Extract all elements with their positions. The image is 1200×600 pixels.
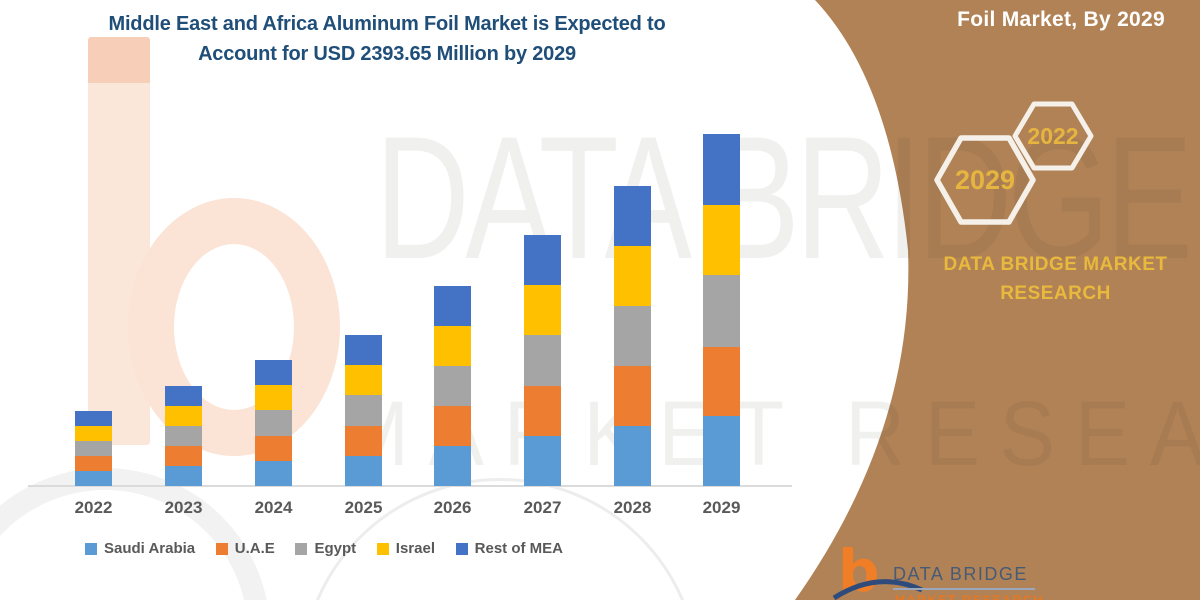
bar-2023-rest-of-mea xyxy=(165,386,202,406)
bar-2026-rest-of-mea xyxy=(434,286,471,326)
bar-2025-egypt xyxy=(345,395,382,426)
bar-2024-saudi-arabia xyxy=(255,460,292,486)
bar-2029-egypt xyxy=(703,274,740,347)
legend-label-egypt: Egypt xyxy=(314,540,357,557)
x-tick-2022: 2022 xyxy=(74,498,113,517)
brand-wordmark-line2: RESEARCH xyxy=(1000,283,1111,304)
legend-item-saudi-arabia: Saudi Arabia xyxy=(85,540,195,557)
chart-title: Middle East and Africa Aluminum Foil Mar… xyxy=(37,9,737,69)
legend-item-u-a-e: U.A.E xyxy=(215,540,275,557)
bar-2028-u-a-e xyxy=(614,366,651,426)
bar-2026-israel xyxy=(434,326,471,366)
x-tick-2026: 2026 xyxy=(433,498,472,517)
bar-2029-u-a-e xyxy=(703,347,740,417)
footer-logo-underline xyxy=(893,588,1035,590)
legend-label-u-a-e: U.A.E xyxy=(234,540,275,557)
bar-2027-saudi-arabia xyxy=(524,435,561,486)
footer-logo-swoosh xyxy=(832,579,924,600)
chart-title-line1: Middle East and Africa Aluminum Foil Mar… xyxy=(108,13,666,35)
hexagon-2022 xyxy=(1012,101,1094,171)
bar-2025-saudi-arabia xyxy=(345,455,382,486)
bar-2028-egypt xyxy=(614,306,651,366)
legend-item-rest-of-mea: Rest of MEA xyxy=(455,540,563,557)
x-tick-2023: 2023 xyxy=(164,498,203,517)
bar-2026-egypt xyxy=(434,366,471,406)
bar-2026-u-a-e xyxy=(434,406,471,446)
x-axis-line xyxy=(28,485,792,487)
bar-2023-u-a-e xyxy=(165,446,202,466)
hexagon-2029 xyxy=(934,135,1036,225)
x-tick-2024: 2024 xyxy=(254,498,293,517)
chart-title-line2: Account for USD 2393.65 Million by 2029 xyxy=(198,43,576,65)
bar-2022-israel xyxy=(75,426,112,441)
x-tick-2027: 2027 xyxy=(523,498,562,517)
bar-2027-egypt xyxy=(524,335,561,386)
bar-2025-u-a-e xyxy=(345,425,382,456)
bar-2028-saudi-arabia xyxy=(614,426,651,486)
brand-wordmark: DATA BRIDGE MARKET RESEARCH xyxy=(928,250,1183,308)
bar-2024-rest-of-mea xyxy=(255,359,292,386)
bar-2025-israel xyxy=(345,365,382,396)
bar-2022-egypt xyxy=(75,441,112,456)
bar-2023-israel xyxy=(165,406,202,426)
bar-2024-u-a-e xyxy=(255,435,292,461)
sidebar-heading: Foil Market, By 2029 xyxy=(957,8,1165,31)
legend-label-saudi-arabia: Saudi Arabia xyxy=(104,540,196,557)
legend-label-rest-of-mea: Rest of MEA xyxy=(474,540,563,557)
legend-label-israel: Israel xyxy=(395,540,435,557)
legend-swatch-saudi-arabia xyxy=(85,542,97,555)
bar-2022-saudi-arabia xyxy=(75,471,112,486)
x-tick-2028: 2028 xyxy=(613,498,652,517)
legend-item-israel: Israel xyxy=(376,540,435,557)
hexagon-2022-label: 2022 xyxy=(1027,123,1078,149)
legend-swatch-u-a-e xyxy=(215,542,228,555)
bar-2022-u-a-e xyxy=(75,456,112,471)
brand-wordmark-line1: DATA BRIDGE MARKET xyxy=(943,254,1168,275)
chart-legend: Saudi Arabia U.A.E Egypt Israel Rest of MEA xyxy=(85,540,563,557)
bar-2023-saudi-arabia xyxy=(165,466,202,486)
bar-2027-israel xyxy=(524,285,561,336)
footer-logo-tagline: MARKET RESEARCH xyxy=(895,593,1045,600)
legend-swatch-israel xyxy=(376,542,389,555)
bar-2027-u-a-e xyxy=(524,385,561,436)
bar-2025-rest-of-mea xyxy=(345,334,382,366)
bar-2029-saudi-arabia xyxy=(703,416,740,486)
legend-item-egypt: Egypt xyxy=(295,540,356,557)
hexagon-2029-label: 2029 xyxy=(955,165,1015,195)
footer-logo-name: DATA BRIDGE xyxy=(893,564,1028,584)
bar-2027-rest-of-mea xyxy=(524,234,561,286)
bar-2022-rest-of-mea xyxy=(75,411,112,426)
bar-2029-rest-of-mea xyxy=(703,134,740,206)
bar-2028-israel xyxy=(614,246,651,306)
bar-2029-israel xyxy=(703,205,740,275)
bar-2023-egypt xyxy=(165,426,202,446)
forecast-hexagons: 2029 2022 xyxy=(934,101,1094,225)
bar-2024-israel xyxy=(255,385,292,411)
legend-swatch-egypt xyxy=(295,542,308,555)
bar-2028-rest-of-mea xyxy=(614,186,651,246)
legend-swatch-rest-of-mea xyxy=(455,542,468,555)
x-tick-2025: 2025 xyxy=(344,498,383,517)
x-tick-2029: 2029 xyxy=(702,498,741,517)
bar-2024-egypt xyxy=(255,410,292,436)
bar-2026-saudi-arabia xyxy=(434,446,471,486)
